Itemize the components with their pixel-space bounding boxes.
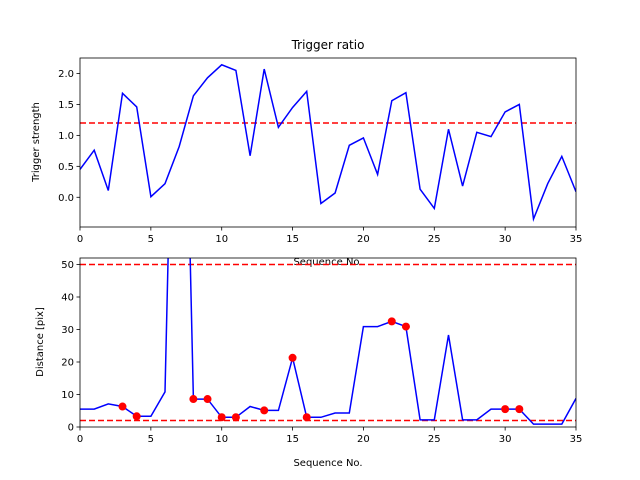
- distance-series-line: [80, 258, 576, 425]
- distance-marker-point: [302, 413, 311, 422]
- y-tick-label: 0.0: [58, 193, 74, 204]
- bottom-y-axis-label: Distance [pix]: [35, 307, 46, 377]
- x-tick-label: 30: [499, 234, 512, 245]
- distance-marker-point: [189, 395, 198, 404]
- y-tick-label: 40: [61, 293, 74, 304]
- x-tick-label: 10: [215, 234, 228, 245]
- distance-threshold-lines: [80, 263, 576, 422]
- x-tick-label: 30: [499, 434, 512, 445]
- trigger-strength-series-line: [80, 63, 576, 222]
- x-tick-label: 20: [357, 434, 370, 445]
- y-tick-label: 1.5: [58, 100, 74, 111]
- x-tick-label: 0: [77, 234, 83, 245]
- distance-marker-point: [118, 402, 127, 411]
- y-tick-label: 50: [61, 260, 74, 271]
- distance-marker-point: [231, 413, 240, 422]
- x-tick-label: 25: [428, 434, 441, 445]
- y-tick-label: 0.5: [58, 162, 74, 173]
- y-tick-label: 1.0: [58, 131, 74, 142]
- distance-marker-point: [515, 405, 524, 414]
- x-tick-label: 35: [570, 434, 583, 445]
- top-axes-frame: [79, 57, 577, 228]
- top-x-axis-label: Sequence No.: [293, 257, 362, 268]
- top-y-axis-label: Trigger strength: [31, 102, 42, 183]
- x-tick-label: 35: [570, 234, 583, 245]
- x-tick-label: 25: [428, 234, 441, 245]
- distance-marker-point: [387, 317, 396, 326]
- bottom-axes-frame: [79, 257, 577, 428]
- x-tick-label: 10: [215, 434, 228, 445]
- y-tick-label: 10: [61, 390, 74, 401]
- x-tick-label: 20: [357, 234, 370, 245]
- trigger-ratio-panel: Trigger ratio 0 5 10 15 20 25 30 35 0.0 0.5 1.0 1.5…: [31, 38, 582, 268]
- distance-marker-point: [501, 405, 510, 414]
- bottom-ticks: 0 5 10 15 20 25 30 35 0 10 20 30 40 50: [61, 260, 582, 445]
- distance-marker-point: [288, 353, 297, 362]
- distance-marker-point: [401, 322, 410, 331]
- distance-marker-point: [217, 413, 226, 422]
- distance-marker-point: [203, 395, 212, 404]
- x-tick-label: 0: [77, 434, 83, 445]
- top-ticks: 0 5 10 15 20 25 30 35 0.0 0.5 1.0 1.5 2.0: [58, 69, 582, 245]
- chart-title: Trigger ratio: [291, 38, 365, 52]
- y-tick-label: 0: [68, 423, 74, 434]
- distance-marker-point: [260, 406, 269, 415]
- y-tick-label: 2.0: [58, 69, 74, 80]
- y-tick-label: 30: [61, 325, 74, 336]
- y-tick-label: 20: [61, 358, 74, 369]
- x-tick-label: 5: [148, 434, 154, 445]
- distance-marker-point: [132, 412, 141, 421]
- distance-panel: 0 5 10 15 20 25 30 35 0 10 20 30 40 50 Sequence No. D…: [35, 257, 582, 469]
- distance-markers: [118, 317, 524, 422]
- x-tick-label: 15: [286, 234, 299, 245]
- x-tick-label: 15: [286, 434, 299, 445]
- x-tick-label: 5: [148, 234, 154, 245]
- bottom-x-axis-label: Sequence No.: [293, 458, 362, 469]
